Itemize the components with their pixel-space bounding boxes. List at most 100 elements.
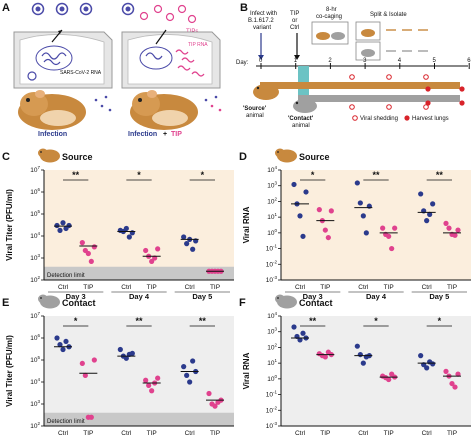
data-point [91,357,97,363]
hamster-right [130,90,222,130]
detection-limit-label: Detection limit [47,273,85,279]
panel-header: Source [62,152,93,162]
infect-line1: Infect with [250,11,277,17]
significance-label: * [311,170,315,180]
y-tick-label: 100 [267,228,277,237]
y-tick-label: 106 [30,333,40,342]
data-point [54,222,60,229]
group-label: Day 5 [429,292,449,301]
hamster-eye [40,297,42,299]
data-point [455,371,461,377]
data-point [155,246,161,252]
data-point [60,220,66,226]
panel-label: C [2,151,10,163]
x-tick-label: TIP [447,430,457,437]
panel-label: F [239,297,246,309]
shedding-markers [349,74,429,110]
source-timeline-bar [260,82,460,89]
data-point [291,181,297,188]
data-point [129,230,135,236]
day-tick-label: 2 [328,58,332,64]
source-label-1: 'Source' [243,106,267,112]
group-label: Day 5 [192,292,212,301]
data-point [363,230,369,236]
data-point [88,414,94,420]
day-tick-label: 4 [398,58,402,64]
data-point [380,225,386,231]
x-tick-label: Ctrl [185,430,196,437]
hamster-head [38,294,48,304]
group-label: Day 3 [66,292,86,301]
data-point [82,372,88,378]
y-tick-label: 104 [30,231,40,240]
y-axis-label: Viral Titer (PFU/ml) [5,189,14,261]
data-point [181,364,187,370]
label-infection-2: Infection [128,131,157,138]
group-label: Day 4 [129,292,150,301]
x-tick-label: TIP [147,430,157,437]
y-tick-label: 107 [30,165,40,174]
data-point [418,191,424,197]
legend-harvest-marker [404,115,410,121]
cell-infection: SARS-CoV-2 RNA [13,29,113,89]
x-tick-label: TIP [384,284,394,291]
x-tick-label: TIP [320,284,330,291]
data-point [190,246,196,252]
y-axis-label: Viral RNA [242,352,251,389]
data-point [184,241,190,247]
label-plus: + [163,131,167,138]
harvest-markers [425,86,465,106]
panel-c: C Source Detection limit 102 103 104 105 106 107… [2,148,234,301]
data-point [187,379,193,385]
data-point [60,346,66,353]
legend-harvest: Harvest lungs [412,116,449,122]
significance-label: * [74,316,78,326]
x-tick-label: TIP [384,430,394,437]
x-tick-label: Ctrl [121,284,132,291]
data-point [354,343,360,349]
day-tick-label: 1 [294,58,298,64]
data-point [54,335,60,341]
y-tick-label: 102 [30,275,40,284]
x-tick-label: Ctrl [121,430,132,437]
panel-header: Contact [299,298,333,308]
day-tick-label: 0 [259,58,263,64]
x-tick-label: Ctrl [422,430,433,437]
data-point [360,213,366,219]
data-point [316,207,322,213]
data-point [123,225,129,232]
data-point [206,390,212,397]
y-tick-label: 101 [267,212,277,221]
data-point [418,353,424,359]
data-point [322,227,328,233]
data-point [291,324,297,330]
plot-background [281,316,471,426]
x-tick-label: Ctrl [58,430,69,437]
data-point [91,244,97,250]
contact-timeline-bar [298,95,460,102]
data-point [88,258,94,265]
data-point [389,245,395,252]
y-tick-label: 103 [267,327,277,336]
significance-label: ** [135,316,143,326]
data-point [181,234,187,240]
panel-label: D [239,151,247,163]
y-tick-label: 107 [30,311,40,320]
significance-label: * [201,170,205,180]
plot-background [44,170,234,280]
data-point [357,200,363,206]
data-point [123,355,129,361]
x-tick-label: Ctrl [358,430,369,437]
detection-band [44,266,234,280]
data-point [386,233,392,239]
x-tick-label: TIP [447,284,457,291]
x-tick-label: TIP [210,284,220,291]
y-tick-label: 10-2 [266,405,278,414]
y-tick-label: 10-3 [266,421,278,430]
x-tick-label: Ctrl [358,284,369,291]
data-point [126,234,132,240]
data-point [452,232,458,238]
data-point [360,360,366,366]
plot-background [281,170,471,280]
